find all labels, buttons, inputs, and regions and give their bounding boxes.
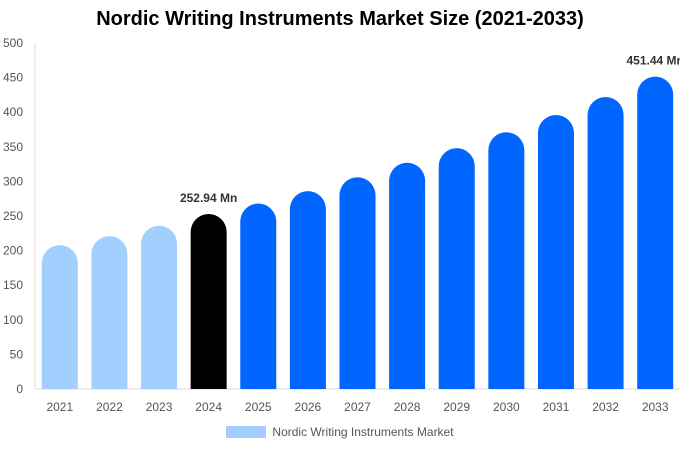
legend-swatch	[226, 426, 267, 438]
x-tick-label: 2030	[493, 400, 520, 414]
x-tick-label: 2029	[443, 400, 470, 414]
legend-label: Nordic Writing Instruments Market	[272, 425, 454, 439]
legend: Nordic Writing Instruments Market	[0, 425, 680, 439]
x-tick-label: 2021	[46, 400, 73, 414]
y-tick-label: 350	[3, 140, 23, 154]
x-tick-label: 2027	[344, 400, 371, 414]
bar-2031	[537, 114, 574, 389]
bar-2030	[488, 132, 525, 390]
bar-2028	[389, 162, 426, 389]
x-tick-label: 2031	[543, 400, 570, 414]
y-tick-label: 300	[3, 174, 23, 188]
x-tick-label: 2023	[146, 400, 173, 414]
y-tick-label: 450	[3, 71, 23, 85]
data-label-2033: 451.44 Mn	[627, 54, 680, 68]
bar-2026	[289, 191, 326, 389]
y-tick-label: 400	[3, 105, 23, 119]
y-tick-label: 0	[16, 382, 23, 396]
bar-2023	[141, 225, 178, 389]
bar-2032	[587, 96, 624, 389]
bar-2021	[41, 245, 78, 389]
y-tick-label: 100	[3, 313, 23, 327]
y-tick-label: 50	[10, 347, 24, 361]
bar-2027	[339, 177, 376, 389]
bar-2029	[438, 148, 475, 389]
chart-title: Nordic Writing Instruments Market Size (…	[96, 8, 584, 30]
y-tick-label: 500	[3, 36, 23, 50]
x-tick-label: 2026	[295, 400, 322, 414]
y-tick-label: 150	[3, 278, 23, 292]
x-tick-label: 2028	[394, 400, 421, 414]
bar-2024	[190, 213, 227, 389]
bar-chart: 0 50 100 150 200 250 300 350 400 450 500 2021 2022 20…	[3, 36, 680, 414]
x-tick-label: 2033	[642, 400, 669, 414]
x-tick-label: 2025	[245, 400, 272, 414]
bar-2033	[637, 76, 674, 390]
y-tick-label: 200	[3, 244, 23, 258]
bar-2022	[91, 236, 128, 389]
data-label-2024: 252.94 Mn	[180, 191, 237, 205]
x-tick-label: 2024	[195, 400, 222, 414]
bar-2025	[240, 203, 277, 389]
x-tick-label: 2032	[592, 400, 619, 414]
x-tick-label: 2022	[96, 400, 123, 414]
y-tick-label: 250	[3, 209, 23, 223]
